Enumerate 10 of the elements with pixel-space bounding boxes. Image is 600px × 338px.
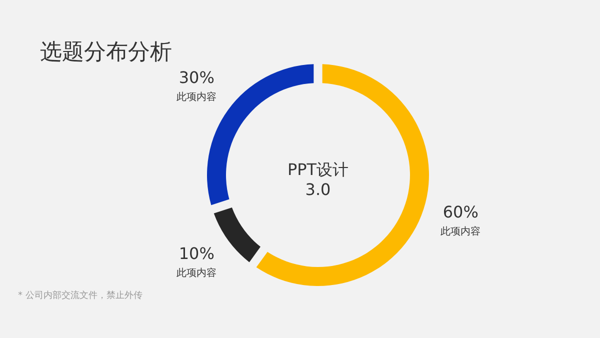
slice-label: 此项内容 [176, 90, 217, 103]
data-label: 30% [178, 68, 214, 87]
chart-title: 选题分布分析 [40, 40, 172, 65]
text: 3.0 [305, 180, 331, 199]
slice-label: 此项内容 [176, 267, 217, 280]
data-label: 60% [442, 202, 478, 222]
slice-label: 此项内容 [440, 225, 481, 238]
text: PPT设计 [287, 160, 349, 179]
text: * 公司内部交流文件，禁止外传 [18, 290, 142, 301]
data-label: 10% [178, 244, 214, 264]
